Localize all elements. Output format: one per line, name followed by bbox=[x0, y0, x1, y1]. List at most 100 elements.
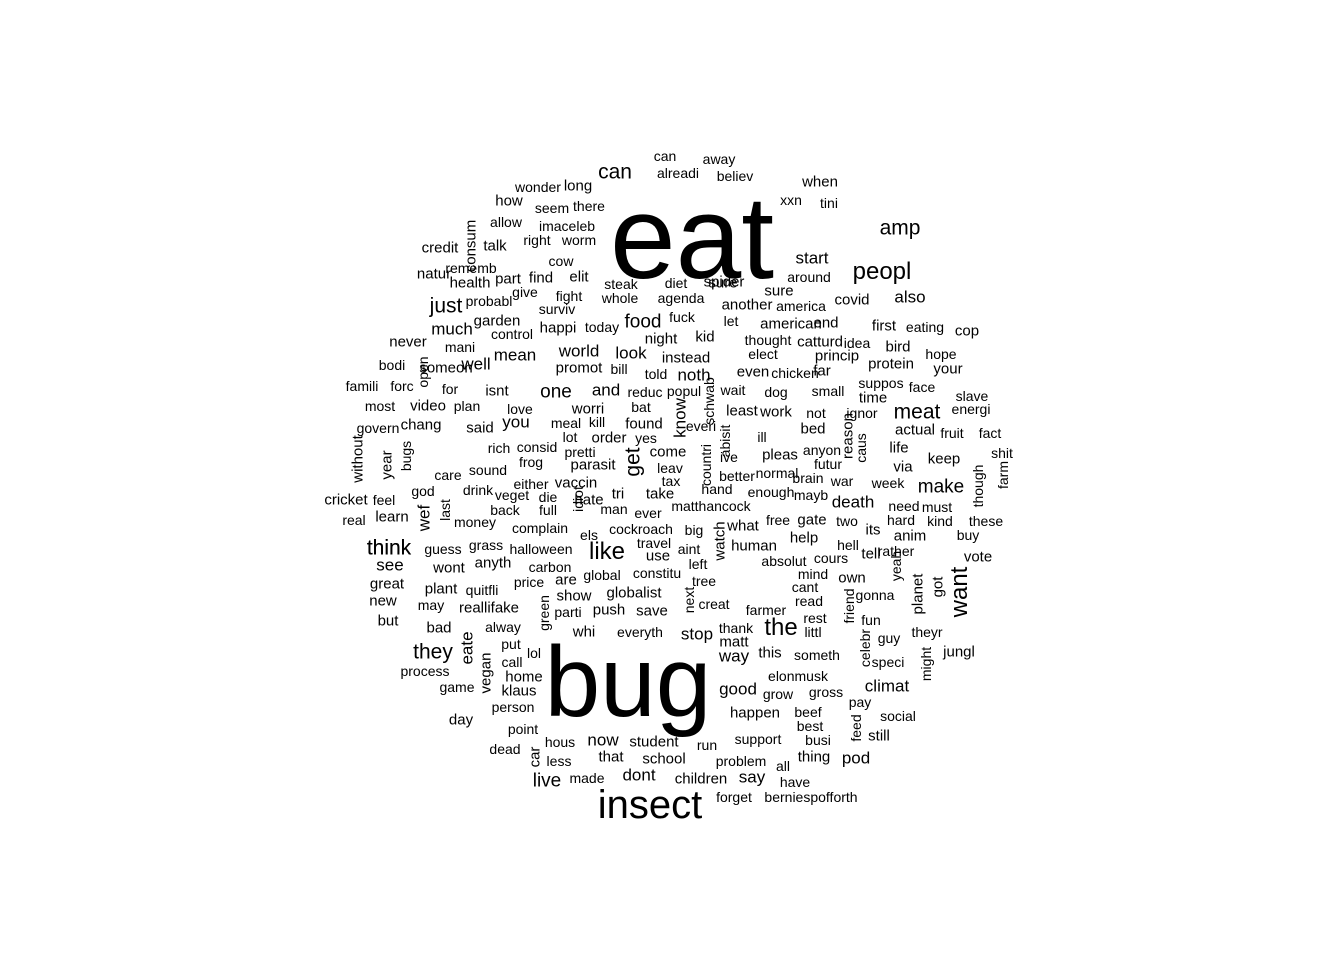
word: might bbox=[918, 646, 934, 682]
word: celebr bbox=[857, 628, 873, 668]
word: shit bbox=[991, 445, 1013, 461]
word: and bbox=[591, 380, 621, 400]
word: slave bbox=[955, 388, 989, 404]
word: catturd bbox=[797, 333, 843, 351]
word: fruit bbox=[940, 425, 964, 441]
word: plant bbox=[424, 580, 458, 598]
word: someon bbox=[419, 359, 473, 377]
word: work bbox=[760, 403, 792, 421]
word: made bbox=[569, 770, 605, 786]
word: wait bbox=[720, 382, 746, 398]
word: eat bbox=[609, 172, 775, 304]
word: pretti bbox=[564, 444, 596, 460]
word: drink bbox=[462, 482, 494, 498]
word: wonder bbox=[515, 179, 561, 195]
word: guy bbox=[877, 630, 901, 646]
word: rest bbox=[803, 610, 827, 626]
word: watch bbox=[711, 521, 729, 561]
word: come bbox=[649, 443, 687, 461]
word: parasit bbox=[570, 456, 616, 474]
word: say bbox=[738, 767, 766, 787]
word: sure bbox=[708, 274, 738, 292]
word: hate bbox=[574, 491, 604, 509]
word: better bbox=[719, 468, 755, 484]
word: back bbox=[490, 502, 520, 518]
word: everyth bbox=[617, 624, 663, 640]
word: health bbox=[449, 274, 491, 292]
word: cop bbox=[954, 322, 980, 340]
word: without bbox=[349, 435, 367, 483]
word: price bbox=[513, 574, 545, 590]
word: control bbox=[490, 326, 534, 342]
word: see bbox=[376, 555, 404, 575]
word: popul bbox=[666, 383, 702, 399]
word: anyon bbox=[802, 442, 842, 458]
word: grass bbox=[468, 537, 504, 553]
word: just bbox=[429, 294, 463, 318]
word: cricket bbox=[324, 491, 368, 509]
word: cant bbox=[791, 579, 819, 595]
word: bodi bbox=[378, 357, 406, 373]
word: kill bbox=[588, 414, 606, 430]
word: best bbox=[796, 718, 824, 734]
word: god bbox=[411, 483, 435, 499]
word: hous bbox=[544, 734, 576, 750]
word: pod bbox=[841, 748, 871, 768]
word: american bbox=[760, 315, 822, 333]
word: money bbox=[453, 514, 497, 530]
word: govern bbox=[356, 420, 400, 436]
word: garden bbox=[473, 312, 521, 330]
word: take bbox=[645, 485, 675, 503]
word: vaccin bbox=[554, 474, 598, 492]
word: human bbox=[731, 537, 777, 555]
word: plan bbox=[453, 398, 481, 414]
word: car bbox=[526, 746, 544, 768]
word: ever bbox=[634, 505, 662, 521]
word: give bbox=[512, 284, 538, 300]
word: surviv bbox=[538, 301, 576, 317]
word: stop bbox=[680, 624, 714, 644]
word: global bbox=[583, 567, 621, 583]
word: enough bbox=[747, 484, 795, 500]
word: elonmusk bbox=[768, 668, 828, 684]
word: alreadi bbox=[656, 165, 700, 181]
word: wont bbox=[433, 559, 465, 577]
word: caus bbox=[853, 433, 869, 463]
word: eating bbox=[905, 319, 945, 335]
word: bed bbox=[800, 420, 826, 438]
word: found bbox=[625, 415, 663, 433]
word: hell bbox=[837, 537, 859, 553]
word: though bbox=[970, 464, 986, 508]
word: die bbox=[538, 489, 558, 505]
word: forget bbox=[716, 789, 752, 805]
word: amp bbox=[879, 216, 921, 240]
word: gate bbox=[797, 511, 827, 529]
word: learn bbox=[375, 508, 409, 526]
word: get bbox=[621, 447, 645, 477]
word: kid bbox=[695, 328, 715, 346]
word: imaceleb bbox=[538, 218, 596, 234]
word: theyr bbox=[911, 624, 943, 640]
word: think bbox=[366, 536, 412, 560]
word: point bbox=[507, 721, 539, 737]
word: tri bbox=[611, 485, 625, 503]
word: planet bbox=[909, 573, 927, 615]
word: process bbox=[400, 663, 450, 679]
word: much bbox=[431, 319, 473, 339]
word: long bbox=[563, 177, 593, 195]
word: full bbox=[539, 502, 557, 518]
word: open bbox=[415, 356, 431, 388]
word: the bbox=[764, 614, 798, 641]
word: insect bbox=[597, 783, 703, 827]
word: agenda bbox=[657, 290, 705, 306]
word: never bbox=[389, 333, 427, 351]
word: got bbox=[929, 576, 947, 598]
word: world bbox=[558, 341, 600, 361]
word: good bbox=[719, 679, 757, 699]
word: next bbox=[681, 586, 697, 614]
word: thing bbox=[797, 748, 831, 766]
word: alway bbox=[485, 619, 521, 635]
word: frog bbox=[518, 454, 544, 470]
word: steak bbox=[604, 276, 638, 292]
word: isnt bbox=[485, 382, 509, 400]
